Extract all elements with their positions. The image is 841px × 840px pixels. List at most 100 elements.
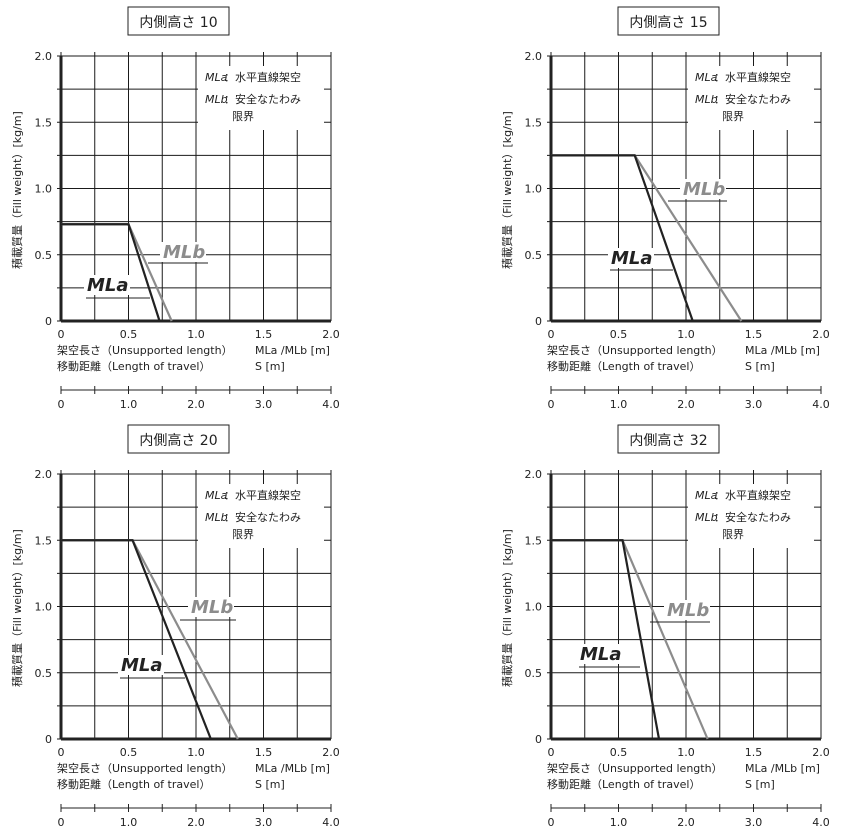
x-tick-label: 1.0: [677, 328, 695, 341]
legend-mlb-text: ：安全なたわみ: [714, 510, 791, 524]
x-tick-label: 0: [548, 746, 555, 759]
secondary-x-tick-label: 1.0: [610, 398, 628, 411]
legend-mlb-text: ：安全なたわみ: [714, 92, 791, 106]
legend-mlb-text2: 限界: [232, 528, 254, 541]
y-tick-label: 2.0: [35, 468, 53, 481]
title-box: [617, 6, 720, 36]
series-label-mlb: MLb: [191, 597, 233, 618]
x-tick-label: 1.5: [745, 328, 763, 341]
legend-box: [688, 66, 814, 130]
y-axis-label: 積載質量（Fill weight）[kg/m]: [500, 111, 514, 269]
series-label-bg: [160, 242, 206, 262]
x-tick-label: 0.5: [120, 746, 138, 759]
title-box: [127, 6, 230, 36]
y-tick-label: 1.0: [525, 183, 543, 196]
y-axis-label: 積載質量（Fill weight）[kg/m]: [10, 529, 24, 687]
secondary-x-tick-label: 3.0: [255, 816, 273, 829]
secondary-x-tick-label: 3.0: [745, 816, 763, 829]
legend-mla-text: ：水平直線架空: [224, 70, 301, 84]
x-axis-unit-s: S [m]: [255, 778, 285, 791]
legend-box: [688, 484, 814, 548]
legend-mlb-key: MLb: [695, 511, 718, 524]
x-axis-label-length: 架空長さ（Unsupported length）: [57, 343, 233, 357]
chart-title: 内側高さ 32: [629, 432, 707, 449]
series-label-mla: MLa: [121, 655, 163, 676]
x-tick-label: 2.0: [812, 328, 830, 341]
legend-mlb-text: ：安全なたわみ: [224, 92, 301, 106]
x-tick-label: 1.5: [745, 746, 763, 759]
legend-mla-key: MLa: [695, 71, 718, 84]
series-label-mla: MLa: [87, 275, 129, 296]
y-tick-label: 0.5: [35, 249, 53, 262]
x-axis-label-length: 架空長さ（Unsupported length）: [547, 761, 723, 775]
secondary-x-tick-label: 2.0: [677, 398, 695, 411]
secondary-x-tick-label: 2.0: [677, 816, 695, 829]
chart-svg: 内側高さ 10MLa：水平直線架空MLb：安全なたわみ限界00.51.01.52…: [10, 6, 340, 411]
chart-panel-20: 内側高さ 20 MLa ：水平直線架空 MLb ：安全なたわみ 限界 0 0.5 1.0 1.5 2…: [0, 418, 420, 838]
x-axis-unit-s: S [m]: [255, 360, 285, 373]
secondary-x-tick-label: 0: [58, 816, 65, 829]
secondary-x-tick-label: 3.0: [745, 398, 763, 411]
series-label-bg: [680, 179, 726, 199]
x-tick-label: 1.5: [255, 328, 273, 341]
secondary-x-tick-label: 1.0: [120, 398, 138, 411]
y-tick-label: 2.0: [525, 50, 543, 63]
x-tick-label: 0: [548, 328, 555, 341]
legend-mlb-text: ：安全なたわみ: [224, 510, 301, 524]
chart-title: 内側高さ 15: [629, 14, 707, 31]
x-axis-label-travel: 移動距離（Length of travel）: [57, 777, 210, 791]
secondary-x-tick-label: 0: [548, 816, 555, 829]
chart-panel-10: 内側高さ 10 MLa ：水平直線架空 MLb ：安全なたわみ 限界 0 0.5 1.0 1.5 2…: [0, 0, 420, 420]
legend-mla-text: ：水平直線架空: [224, 488, 301, 502]
x-tick-label: 2.0: [322, 746, 340, 759]
chart-title: 内側高さ 20: [139, 432, 217, 449]
y-tick-label: 0: [45, 315, 52, 328]
series-label-bg: [118, 655, 164, 675]
secondary-x-tick-label: 0: [58, 398, 65, 411]
legend-mlb-key: MLb: [205, 93, 228, 106]
x-axis-unit-mla-mlb: MLa /MLb [m]: [255, 762, 330, 775]
series-label-mlb: MLb: [163, 242, 205, 263]
series-line-mla: [551, 154, 694, 322]
series-line-mla: [61, 223, 161, 322]
title-box: [617, 424, 720, 454]
y-tick-label: 2.0: [35, 50, 53, 63]
y-tick-label: 0: [535, 315, 542, 328]
y-tick-label: 1.0: [525, 601, 543, 614]
series-label-mla: MLa: [580, 644, 622, 665]
y-tick-label: 0.5: [525, 667, 543, 680]
x-axis-unit-mla-mlb: MLa /MLb [m]: [255, 344, 330, 357]
legend-mlb-text2: 限界: [722, 110, 744, 123]
x-axis-unit-mla-mlb: MLa /MLb [m]: [745, 344, 820, 357]
x-axis-label-length: 架空長さ（Unsupported length）: [57, 761, 233, 775]
y-axis-label: 積載質量（Fill weight）[kg/m]: [500, 529, 514, 687]
legend-mla-key: MLa: [205, 71, 228, 84]
y-tick-label: 0: [45, 733, 52, 746]
x-tick-label: 1.0: [187, 746, 205, 759]
secondary-x-tick-label: 4.0: [322, 816, 340, 829]
title-box: [127, 424, 230, 454]
chart-panel-15: 内側高さ 15 MLa ：水平直線架空 MLb ：安全なたわみ 限界 0 0.5 1.0 1.5 2…: [490, 0, 841, 420]
secondary-x-tick-label: 4.0: [812, 398, 830, 411]
y-tick-label: 0.5: [525, 249, 543, 262]
x-tick-label: 0: [58, 328, 65, 341]
y-tick-label: 0: [535, 733, 542, 746]
series-label-mla: MLa: [611, 248, 653, 269]
chart-svg: 内側高さ 32MLa：水平直線架空MLb：安全なたわみ限界00.51.01.52…: [500, 424, 830, 829]
x-tick-label: 1.0: [677, 746, 695, 759]
y-tick-label: 1.5: [35, 534, 53, 547]
legend-mlb-key: MLb: [205, 511, 228, 524]
y-tick-label: 1.0: [35, 183, 53, 196]
secondary-x-tick-label: 4.0: [322, 398, 340, 411]
secondary-x-tick-label: 0: [548, 398, 555, 411]
secondary-x-tick-label: 2.0: [187, 816, 205, 829]
y-tick-label: 2.0: [525, 468, 543, 481]
secondary-x-tick-label: 4.0: [812, 816, 830, 829]
legend-mla-text: ：水平直線架空: [714, 488, 791, 502]
x-axis-unit-mla-mlb: MLa /MLb [m]: [745, 762, 820, 775]
secondary-x-tick-label: 3.0: [255, 398, 273, 411]
series-label-bg: [84, 275, 130, 295]
chart-title: 内側高さ 10: [139, 14, 217, 31]
x-tick-label: 0.5: [610, 328, 628, 341]
secondary-x-tick-label: 1.0: [120, 816, 138, 829]
